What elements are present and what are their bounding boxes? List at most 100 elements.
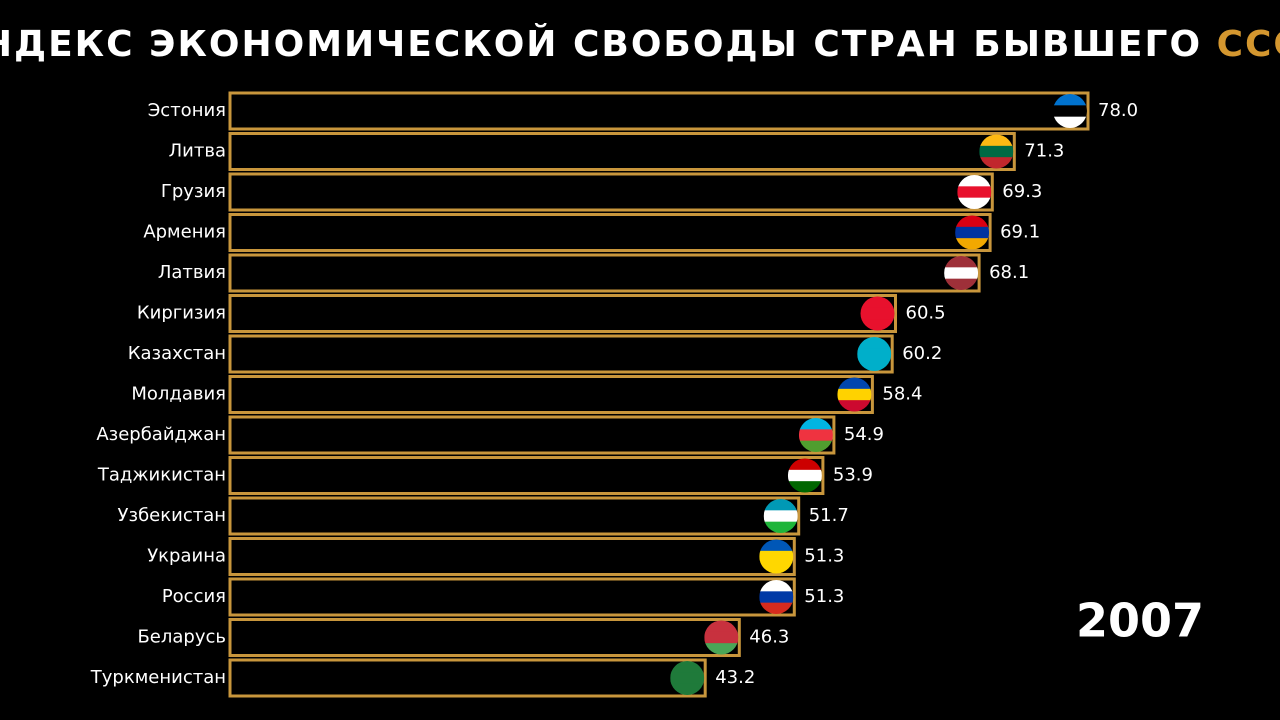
bar [228,213,992,252]
value-label: 69.1 [1000,222,1040,243]
flag-stripe [759,539,794,552]
flag-stripe [763,521,798,533]
value-label: 60.5 [906,303,946,324]
flag-stripe [759,591,794,604]
flag [787,458,822,493]
flag-stripe [759,550,794,563]
category-label: Латвия [158,262,226,283]
category-label: Литва [169,141,226,162]
flag [857,337,892,371]
category-label: Беларусь [137,627,226,648]
flag-stripe [857,337,892,349]
value-label: 43.2 [715,667,755,688]
flag [670,661,705,695]
value-label: 46.3 [749,627,789,648]
flag-stripe [944,267,979,280]
value-label: 51.3 [804,586,844,607]
category-label: Узбекистан [118,505,226,526]
value-label: 71.3 [1024,141,1064,162]
flag [957,175,992,209]
title-main: ИНДЕКС ЭКОНОМИЧЕСКОЙ СВОБОДЫ СТРАН БЫВШЕ… [0,23,1202,65]
flag-stripe [957,175,992,187]
value-label: 78.0 [1098,100,1138,121]
flag-stripe [787,481,822,493]
flag-stripe [704,620,739,633]
flag-stripe [670,683,705,695]
flag-stripe [857,348,892,361]
category-label: Таджикистан [97,465,226,486]
flag-stripe [860,307,895,320]
bar [228,334,894,374]
year-label: 2007 [1076,594,1204,648]
flag [759,580,794,614]
bar [228,658,707,698]
category-label: Эстония [148,100,226,121]
bar [228,91,1090,131]
flag-stripe [955,226,990,239]
bar [228,375,874,414]
flag [944,256,979,290]
flag-stripe [979,157,1014,169]
value-label: 58.4 [882,384,922,405]
category-label: Армения [143,222,226,243]
flag-stripe [759,562,794,574]
category-label: Азербайджан [96,424,226,445]
category-label: Туркменистан [90,667,226,688]
flag [798,418,833,452]
flag-stripe [798,418,833,430]
flag [1053,94,1087,128]
category-label: Украина [147,546,226,567]
chart-title: ИНДЕКС ЭКОНОМИЧЕСКОЙ СВОБОДЫ СТРАН БЫВШЕ… [0,23,1280,65]
flag-stripe [955,215,990,228]
title-accent: СССР [1217,24,1280,65]
bar [228,577,796,617]
flag-stripe [860,319,895,331]
flag-stripe [759,580,794,592]
flag-stripe [670,672,705,685]
flag-stripe [763,510,798,523]
bar [228,132,1016,171]
bar [228,294,897,333]
flag [860,296,895,331]
flag-stripe [759,602,794,614]
flag-stripe [798,429,833,442]
flag [979,134,1014,169]
flag-stripe [1053,94,1087,106]
category-label: Киргизия [137,303,226,324]
flag [763,499,798,533]
flag-stripe [957,186,992,199]
category-label: Молдавия [131,384,226,405]
value-label: 60.2 [902,343,942,364]
value-label: 54.9 [844,424,884,445]
value-label: 51.3 [804,546,844,567]
bar [228,537,796,576]
flag-stripe [837,377,872,390]
value-label: 53.9 [833,465,873,486]
flag [837,377,872,412]
flag-stripe [955,238,990,250]
flag-stripe [704,643,739,655]
flag-stripe [944,256,979,268]
value-label: 51.7 [809,505,849,526]
flag-stripe [1053,105,1087,118]
flag-stripe [860,296,895,309]
flag [759,539,794,574]
flag-stripe [979,145,1014,158]
flag-stripe [979,134,1014,147]
flag-stripe [798,440,833,452]
bar [228,618,741,657]
flag-stripe [704,631,739,644]
category-label: Казахстан [128,343,226,364]
bar [228,456,825,495]
flag-stripe [787,458,822,471]
bar [228,172,994,212]
flag-stripe [857,359,892,371]
category-label: Россия [162,586,226,607]
category-label: Грузия [161,181,226,202]
bar [228,253,981,293]
flag-stripe [1053,116,1087,128]
flag-stripe [837,388,872,401]
flag [955,215,990,250]
value-label: 68.1 [989,262,1029,283]
